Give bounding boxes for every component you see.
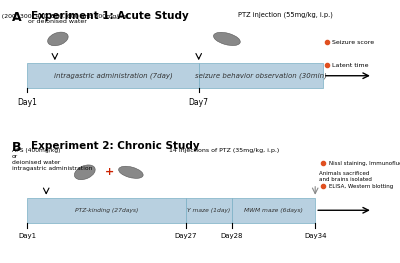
Text: Day34: Day34 (304, 233, 326, 239)
Text: Seizure score: Seizure score (332, 40, 375, 45)
Text: APS (200, 300, 400, 500, 600 and 800mg/kg)
or deionised water: APS (200, 300, 400, 500, 600 and 800mg/k… (0, 14, 128, 24)
Ellipse shape (48, 32, 68, 46)
FancyBboxPatch shape (27, 63, 199, 88)
Text: Day7: Day7 (189, 98, 209, 107)
Text: Day1: Day1 (17, 98, 37, 107)
Text: PTZ-kinding (27days): PTZ-kinding (27days) (75, 208, 138, 213)
Ellipse shape (214, 32, 240, 45)
Text: intragastric administration (7day): intragastric administration (7day) (54, 72, 172, 79)
Text: Y maze (1day): Y maze (1day) (187, 208, 230, 213)
Text: Nissl staining, Immunofluorescence: Nissl staining, Immunofluorescence (329, 161, 400, 166)
FancyBboxPatch shape (27, 198, 186, 223)
Text: Day27: Day27 (174, 233, 197, 239)
FancyBboxPatch shape (186, 198, 232, 223)
Text: Day1: Day1 (18, 233, 36, 239)
Text: +: + (105, 167, 114, 177)
FancyBboxPatch shape (232, 198, 315, 223)
Text: 14 injections of PTZ (35mg/kg, i.p.): 14 injections of PTZ (35mg/kg, i.p.) (169, 148, 280, 153)
Text: Day28: Day28 (220, 233, 243, 239)
Text: Experiment 2: Chronic Study: Experiment 2: Chronic Study (31, 141, 200, 151)
Text: PTZ injection (55mg/kg, i.p.): PTZ injection (55mg/kg, i.p.) (238, 11, 333, 18)
Text: Animals sacrificed
and brains isolated: Animals sacrificed and brains isolated (319, 171, 372, 181)
Text: MWM maze (6days): MWM maze (6days) (244, 208, 303, 213)
Text: APS (400mg/kg)
or
deionised water
intragastric administration: APS (400mg/kg) or deionised water intrag… (12, 148, 92, 171)
Ellipse shape (119, 166, 143, 178)
Text: B: B (12, 141, 21, 154)
Text: seizure behavior observation (30min): seizure behavior observation (30min) (195, 72, 327, 79)
FancyBboxPatch shape (199, 63, 323, 88)
Text: Latent time: Latent time (332, 63, 369, 68)
Ellipse shape (74, 165, 95, 180)
Text: A: A (12, 11, 22, 24)
Text: Experiment 1: Acute Study: Experiment 1: Acute Study (31, 11, 189, 21)
Text: ELISA, Western blotting: ELISA, Western blotting (329, 184, 393, 189)
